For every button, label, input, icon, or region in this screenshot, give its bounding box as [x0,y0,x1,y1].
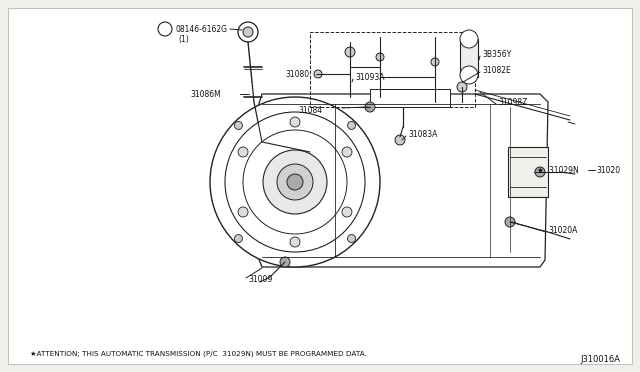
Bar [370,89,450,107]
Circle shape [460,66,478,84]
Bar [460,39,478,77]
Text: 31093A: 31093A [355,73,385,81]
Text: 31080: 31080 [285,70,309,78]
Circle shape [280,257,290,267]
Circle shape [314,70,322,78]
Text: J310016A: J310016A [580,356,620,365]
Text: 31020: 31020 [596,166,620,174]
Text: (1): (1) [178,35,189,44]
Circle shape [505,217,515,227]
Circle shape [277,164,313,200]
Text: 31098Z: 31098Z [498,97,527,106]
Circle shape [238,147,248,157]
Circle shape [243,130,347,234]
Circle shape [365,102,375,112]
Circle shape [238,207,248,217]
Text: 31029N: 31029N [547,166,579,174]
Circle shape [287,174,303,190]
Text: 31084: 31084 [298,106,322,115]
Circle shape [342,147,352,157]
Circle shape [345,47,355,57]
Text: 31009: 31009 [248,276,272,285]
Circle shape [158,22,172,36]
Text: 08146-6162G: 08146-6162G [175,25,227,33]
Circle shape [243,27,253,37]
Text: 31086M: 31086M [190,90,221,99]
Text: 31020A: 31020A [548,225,577,234]
Circle shape [348,235,356,243]
Circle shape [535,167,545,177]
Circle shape [225,112,365,252]
Circle shape [431,58,439,66]
Circle shape [348,121,356,129]
Bar [508,147,548,197]
Circle shape [342,207,352,217]
Circle shape [290,237,300,247]
Text: ★: ★ [536,166,543,174]
Circle shape [234,121,243,129]
Circle shape [210,97,380,267]
Text: 3B356Y: 3B356Y [482,49,511,58]
Circle shape [238,22,258,42]
Circle shape [263,150,327,214]
Circle shape [290,117,300,127]
Text: 31083A: 31083A [408,129,437,138]
Circle shape [457,82,467,92]
Bar [310,32,475,107]
Polygon shape [256,94,548,267]
Circle shape [395,135,405,145]
Text: ★ATTENTION; THIS AUTOMATIC TRANSMISSION (P/C  31029N) MUST BE PROGRAMMED DATA.: ★ATTENTION; THIS AUTOMATIC TRANSMISSION … [30,351,367,357]
Circle shape [376,53,384,61]
Circle shape [234,235,243,243]
Circle shape [460,30,478,48]
Text: 31082E: 31082E [482,65,511,74]
